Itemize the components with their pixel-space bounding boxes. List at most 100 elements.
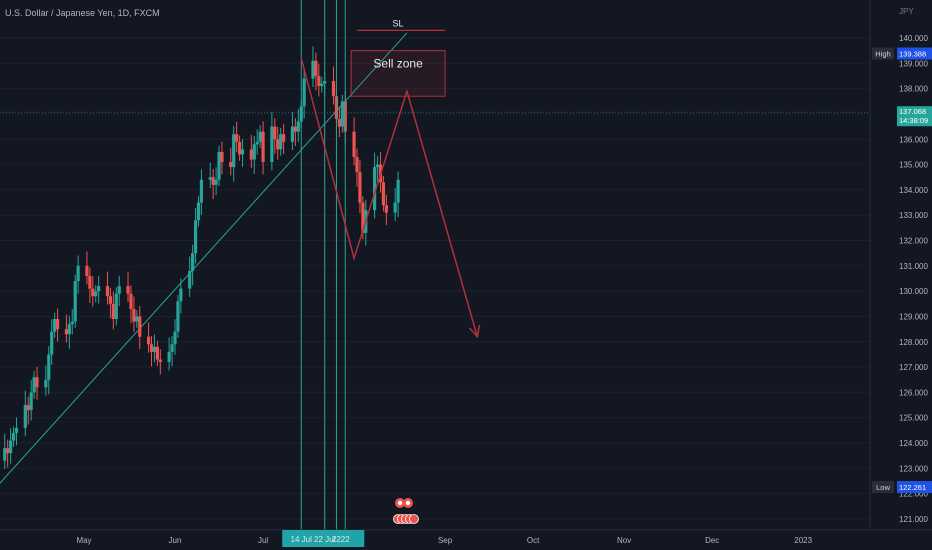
candle-body xyxy=(50,331,54,355)
time-tick-label: Dec xyxy=(705,536,719,545)
candle xyxy=(126,271,130,303)
price-tick-label: 126.000 xyxy=(899,388,928,397)
candle xyxy=(135,310,139,328)
symbol-title[interactable]: U.S. Dollar / Japanese Yen, 1D, FXCM xyxy=(5,8,160,18)
time-axis[interactable]: May Jun Jul Sep Oct Nov Dec 2023 xyxy=(76,536,812,545)
candle-body xyxy=(249,149,253,160)
candle-body xyxy=(393,202,397,213)
candle-body xyxy=(129,293,133,309)
candle xyxy=(132,296,136,332)
price-tick-label: 139.000 xyxy=(899,59,928,68)
time-tick-label: Jun xyxy=(169,536,182,545)
candle-body xyxy=(381,182,386,206)
candle xyxy=(73,274,77,328)
candle-body xyxy=(126,286,130,294)
candle xyxy=(97,275,101,304)
candle-body xyxy=(70,321,74,325)
candle xyxy=(311,46,315,87)
candle-body xyxy=(132,308,136,322)
candle-body xyxy=(232,134,236,168)
candle xyxy=(70,309,74,335)
candle-body xyxy=(188,270,192,289)
event-badge-stack[interactable] xyxy=(409,514,419,524)
high-marker-label-bg xyxy=(872,47,894,60)
candle-body xyxy=(35,377,39,388)
candle-body xyxy=(55,319,60,330)
candle-body xyxy=(32,377,36,393)
candle-body xyxy=(146,336,151,345)
candle xyxy=(211,168,215,200)
low-marker: Low 122.261 xyxy=(872,481,932,494)
candle-body xyxy=(352,131,356,157)
candle-body xyxy=(44,379,48,388)
candle xyxy=(282,123,286,155)
candle xyxy=(3,433,7,470)
price-tick-label: 121.000 xyxy=(899,515,928,524)
candle-body xyxy=(384,205,388,213)
candle xyxy=(32,370,36,399)
candle-body xyxy=(214,179,218,185)
trendline-line[interactable] xyxy=(0,32,408,527)
candle xyxy=(67,315,71,349)
candle xyxy=(158,349,162,375)
candle-body xyxy=(229,162,233,168)
trendline[interactable] xyxy=(0,32,408,527)
candle-body xyxy=(158,359,162,363)
candle xyxy=(240,139,245,167)
candle-body xyxy=(111,303,115,320)
candle-body xyxy=(29,392,33,411)
candle-body xyxy=(240,149,245,155)
candle xyxy=(85,251,89,285)
candle xyxy=(317,63,321,97)
candle xyxy=(320,77,324,93)
event-badge[interactable] xyxy=(393,498,419,524)
vertical-lines[interactable] xyxy=(300,0,346,530)
candle-body xyxy=(179,288,183,302)
candle xyxy=(50,319,54,365)
candle xyxy=(14,417,19,446)
price-axis-panel xyxy=(870,0,932,550)
low-marker-label-bg xyxy=(872,481,894,494)
candle-body xyxy=(155,346,159,360)
time-tick-label: May xyxy=(76,536,91,545)
candle xyxy=(149,335,154,367)
candle-body xyxy=(373,167,377,211)
candle xyxy=(393,188,397,222)
low-marker-value-bg xyxy=(897,481,932,494)
candle-body xyxy=(208,177,212,180)
candle xyxy=(152,334,157,363)
vertical-line-date-label: 22 xyxy=(341,535,350,544)
high-marker-label: High xyxy=(875,49,890,58)
candle-body xyxy=(6,448,10,454)
price-tick-label: 124.000 xyxy=(899,439,928,448)
candle-body xyxy=(320,83,324,87)
candle-body xyxy=(105,286,110,297)
candle-body xyxy=(337,119,341,127)
candle-body xyxy=(302,78,306,107)
candle xyxy=(314,52,318,91)
drawings[interactable]: Sell zone SL xyxy=(0,18,870,339)
candle-body xyxy=(282,134,286,142)
time-tick-label: Nov xyxy=(617,536,631,545)
arrow-head xyxy=(468,324,481,339)
price-tick-label: 136.000 xyxy=(899,135,928,144)
vertical-line-date-label: 14 Jul xyxy=(291,535,313,544)
candle-body xyxy=(273,126,277,140)
candle xyxy=(290,112,295,151)
price-tick-label: 130.000 xyxy=(899,287,928,296)
candle xyxy=(302,68,306,119)
candle xyxy=(249,134,253,168)
price-tick-label: 122.000 xyxy=(899,490,928,499)
candle xyxy=(273,118,277,154)
candle-body xyxy=(375,164,380,168)
event-badge-dot xyxy=(397,500,403,506)
sell-zone-box[interactable] xyxy=(350,50,446,97)
candle-body xyxy=(108,296,113,304)
high-marker-value-bg xyxy=(897,47,932,60)
price-axis[interactable]: 121.000 122.000 123.000 124.000 125.000 126.0… xyxy=(872,34,932,524)
zigzag-path[interactable] xyxy=(300,58,479,337)
candle xyxy=(355,148,359,187)
